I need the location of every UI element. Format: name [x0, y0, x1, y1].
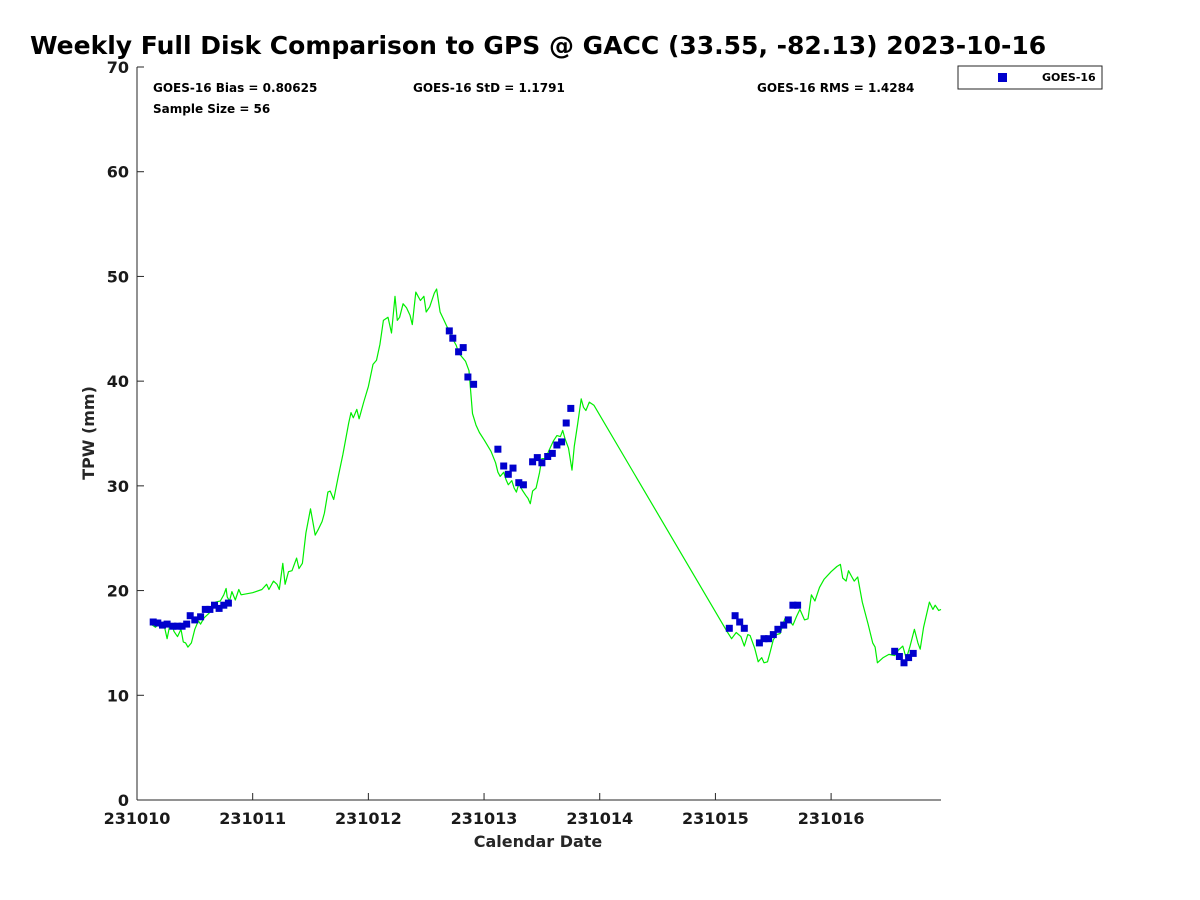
y-tick-label: 10 [107, 686, 129, 705]
y-tick-label: 0 [118, 791, 129, 810]
goes16-data-point [178, 622, 186, 630]
goes16-data-point [470, 380, 478, 388]
goes16-data-point [197, 613, 205, 621]
goes16-data-point [191, 616, 199, 624]
x-axis-label: Calendar Date [474, 832, 603, 851]
x-ticks: 231010 231011 231012 231013 231014 231015 2310… [104, 793, 865, 828]
goes16-data-point [769, 631, 777, 639]
goes16-data-point [891, 647, 899, 655]
stats-annotations: GOES-16 Bias = 0.80625 GOES-16 StD = 1.1… [153, 81, 914, 116]
goes16-data-point [183, 620, 191, 628]
x-tick-label: 231015 [682, 809, 749, 828]
goes16-data-point [760, 635, 768, 643]
goes16-data-point [900, 659, 908, 667]
goes16-data-point [449, 334, 457, 342]
x-tick-label: 231012 [335, 809, 402, 828]
goes16-data-point [553, 441, 561, 449]
bias-annotation: GOES-16 Bias = 0.80625 [153, 81, 317, 95]
goes16-data-point [544, 453, 552, 460]
goes16-data-point [519, 481, 527, 489]
goes16-data-point [494, 445, 502, 453]
goes16-data-point [220, 601, 228, 609]
goes16-data-point [533, 454, 541, 462]
goes16-data-point [905, 654, 913, 662]
x-tick-label: 231011 [219, 809, 286, 828]
legend-label-goes16: GOES-16 [1042, 71, 1096, 84]
goes16-data-point [211, 601, 218, 609]
goes16-data-point [529, 458, 537, 466]
goes16-data-point [169, 622, 177, 630]
goes16-data-point [567, 404, 575, 412]
goes16-data-point [736, 618, 744, 626]
goes16-data-point [538, 459, 546, 467]
goes16-data-point [215, 604, 223, 612]
y-ticks: 0 10 20 30 40 50 60 70 [107, 58, 144, 810]
goes16-data-point [780, 621, 788, 629]
goes16-data-point [186, 612, 194, 620]
legend: GOES-16 [957, 65, 1103, 90]
y-axis-label: TPW (mm) [79, 386, 98, 480]
goes16-data-point [909, 649, 917, 657]
legend-box [957, 65, 1103, 90]
goes16-data-point [515, 479, 523, 487]
gps-series [150, 288, 942, 664]
goes16-data-point [725, 624, 733, 632]
goes16-data-point [558, 438, 566, 446]
legend-marker-goes16 [998, 73, 1007, 82]
goes16-data-point [445, 327, 453, 335]
y-tick-label: 40 [107, 372, 129, 391]
goes16-data-point [149, 618, 157, 626]
sample-size-annotation: Sample Size = 56 [153, 102, 270, 116]
rms-annotation: GOES-16 RMS = 1.4284 [757, 81, 914, 95]
x-tick-label: 231010 [104, 809, 171, 828]
goes16-data-point [500, 462, 508, 470]
goes16-data-point [784, 616, 792, 624]
goes16-data-point [206, 605, 214, 613]
gps-tpw-line [150, 288, 942, 664]
goes16-data-point [895, 653, 903, 660]
y-tick-label: 70 [107, 58, 129, 77]
goes16-data-point [509, 464, 517, 472]
goes16-data-point [459, 344, 467, 352]
axes-frame [136, 67, 941, 801]
goes16-data-point [464, 373, 472, 381]
goes16-data-point [163, 620, 171, 628]
goes16-data-point [159, 621, 166, 629]
goes16-data-point [755, 639, 763, 647]
goes16-data-point [224, 599, 232, 607]
goes16-data-point [774, 625, 782, 633]
goes16-data-point [765, 635, 773, 643]
goes16-data-point [455, 348, 463, 356]
goes16-data-point [794, 601, 802, 609]
goes16-data-point [174, 622, 181, 630]
x-tick-label: 231013 [451, 809, 518, 828]
y-tick-label: 50 [107, 267, 129, 286]
y-tick-label: 30 [107, 477, 129, 496]
goes16-series [149, 327, 917, 667]
goes16-data-point [731, 612, 739, 620]
goes16-data-point [740, 624, 748, 632]
std-annotation: GOES-16 StD = 1.1791 [413, 81, 565, 95]
goes16-data-point [548, 449, 556, 457]
goes16-data-point [154, 619, 162, 627]
goes16-data-point [504, 470, 512, 478]
y-tick-label: 60 [107, 163, 129, 182]
chart-title: Weekly Full Disk Comparison to GPS @ GAC… [30, 31, 1046, 60]
y-tick-label: 20 [107, 582, 129, 601]
x-tick-label: 231016 [798, 809, 865, 828]
goes16-data-point [201, 605, 209, 613]
goes16-data-point [789, 601, 797, 609]
x-tick-label: 231014 [566, 809, 633, 828]
goes16-data-point [562, 419, 570, 427]
